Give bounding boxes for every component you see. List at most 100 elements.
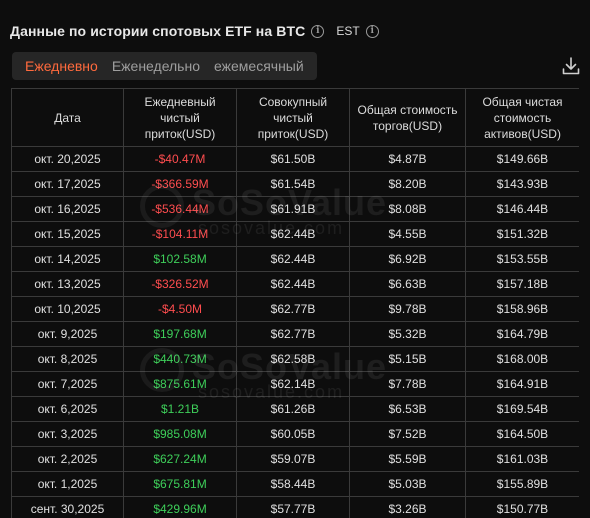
total-value-traded-cell: $5.03B xyxy=(349,471,466,497)
date-cell: окт. 3,2025 xyxy=(11,421,124,447)
cumulative-net-inflow-cell: $59.07B xyxy=(236,446,350,472)
info-icon[interactable]: i xyxy=(311,24,325,38)
table-row[interactable]: сент. 30,2025 $429.96M $57.77B $3.26B $150.7… xyxy=(11,496,579,518)
date-cell: окт. 6,2025 xyxy=(11,396,124,422)
cumulative-net-inflow-cell: $61.50B xyxy=(236,146,350,172)
total-value-traded-cell: $7.52B xyxy=(349,421,466,447)
total-net-assets-cell: $161.03B xyxy=(465,446,579,472)
total-net-assets-cell: $149.66B xyxy=(465,146,579,172)
etf-history-table: Дата Ежедневный чистый приток(USD) Совок… xyxy=(11,88,579,518)
total-net-assets-cell: $169.54B xyxy=(465,396,579,422)
cumulative-net-inflow-cell: $61.54B xyxy=(236,171,350,197)
table-row[interactable]: окт. 2,2025 $627.24M $59.07B $5.59B $161.03B xyxy=(11,446,579,472)
column-header-date[interactable]: Дата xyxy=(11,88,124,147)
table-row[interactable]: окт. 1,2025 $675.81M $58.44B $5.03B $155.89B xyxy=(11,471,579,497)
daily-net-inflow-cell: -$104.11M xyxy=(123,221,237,247)
daily-net-inflow-cell: $875.61M xyxy=(123,371,237,397)
cumulative-net-inflow-cell: $62.77B xyxy=(236,296,350,322)
total-value-traded-cell: $5.32B xyxy=(349,321,466,347)
date-cell: окт. 15,2025 xyxy=(11,221,124,247)
column-header-total-net-assets[interactable]: Общая чистая стоимость активов(USD) xyxy=(465,88,579,147)
tab-monthly[interactable]: ежемесячный xyxy=(214,58,304,74)
column-header-total-value-traded[interactable]: Общая стоимость торгов(USD) xyxy=(349,88,466,147)
total-value-traded-cell: $3.26B xyxy=(349,496,466,518)
daily-net-inflow-cell: $985.08M xyxy=(123,421,237,447)
date-cell: окт. 2,2025 xyxy=(11,446,124,472)
date-cell: окт. 9,2025 xyxy=(11,321,124,347)
daily-net-inflow-cell: -$40.47M xyxy=(123,146,237,172)
cumulative-net-inflow-cell: $62.44B xyxy=(236,271,350,297)
panel-header: Данные по истории спотовых ETF на BTC i … xyxy=(10,20,379,42)
column-header-daily-net-inflow[interactable]: Ежедневный чистый приток(USD) xyxy=(123,88,237,147)
table-header-row: Дата Ежедневный чистый приток(USD) Совок… xyxy=(11,88,579,147)
cumulative-net-inflow-cell: $61.26B xyxy=(236,396,350,422)
column-header-cumulative-net-inflow[interactable]: Совокупный чистый приток(USD) xyxy=(236,88,350,147)
table-row[interactable]: окт. 15,2025 -$104.11M $62.44B $4.55B $151.3… xyxy=(11,221,579,247)
timezone-info-icon[interactable]: i xyxy=(365,24,379,38)
cumulative-net-inflow-cell: $62.44B xyxy=(236,221,350,247)
total-value-traded-cell: $8.08B xyxy=(349,196,466,222)
total-net-assets-cell: $164.79B xyxy=(465,321,579,347)
daily-net-inflow-cell: $429.96M xyxy=(123,496,237,518)
total-net-assets-cell: $168.00B xyxy=(465,346,579,372)
date-cell: сент. 30,2025 xyxy=(11,496,124,518)
total-net-assets-cell: $158.96B xyxy=(465,296,579,322)
daily-net-inflow-cell: $627.24M xyxy=(123,446,237,472)
table-row[interactable]: окт. 20,2025 -$40.47M $61.50B $4.87B $149.66… xyxy=(11,146,579,172)
total-value-traded-cell: $7.78B xyxy=(349,371,466,397)
table-row[interactable]: окт. 10,2025 -$4.50M $62.77B $9.78B $158.96B xyxy=(11,296,579,322)
date-cell: окт. 16,2025 xyxy=(11,196,124,222)
cumulative-net-inflow-cell: $62.44B xyxy=(236,246,350,272)
total-value-traded-cell: $4.87B xyxy=(349,146,466,172)
total-value-traded-cell: $5.15B xyxy=(349,346,466,372)
total-value-traded-cell: $4.55B xyxy=(349,221,466,247)
total-net-assets-cell: $157.18B xyxy=(465,271,579,297)
table-row[interactable]: окт. 6,2025 $1.21B $61.26B $6.53B $169.54B xyxy=(11,396,579,422)
date-cell: окт. 8,2025 xyxy=(11,346,124,372)
total-net-assets-cell: $153.55B xyxy=(465,246,579,272)
daily-net-inflow-cell: $440.73M xyxy=(123,346,237,372)
total-value-traded-cell: $6.92B xyxy=(349,246,466,272)
cumulative-net-inflow-cell: $62.14B xyxy=(236,371,350,397)
total-net-assets-cell: $150.77B xyxy=(465,496,579,518)
table-row[interactable]: окт. 17,2025 -$366.59M $61.54B $8.20B $143.9… xyxy=(11,171,579,197)
date-cell: окт. 7,2025 xyxy=(11,371,124,397)
table-row[interactable]: окт. 7,2025 $875.61M $62.14B $7.78B $164.91B xyxy=(11,371,579,397)
total-value-traded-cell: $6.63B xyxy=(349,271,466,297)
date-cell: окт. 20,2025 xyxy=(11,146,124,172)
date-cell: окт. 17,2025 xyxy=(11,171,124,197)
daily-net-inflow-cell: $197.68M xyxy=(123,321,237,347)
cumulative-net-inflow-cell: $60.05B xyxy=(236,421,350,447)
table-row[interactable]: окт. 3,2025 $985.08M $60.05B $7.52B $164.50B xyxy=(11,421,579,447)
table-row[interactable]: окт. 13,2025 -$326.52M $62.44B $6.63B $157.1… xyxy=(11,271,579,297)
total-net-assets-cell: $143.93B xyxy=(465,171,579,197)
total-net-assets-cell: $155.89B xyxy=(465,471,579,497)
total-net-assets-cell: $146.44B xyxy=(465,196,579,222)
total-value-traded-cell: $8.20B xyxy=(349,171,466,197)
total-net-assets-cell: $164.50B xyxy=(465,421,579,447)
table-row[interactable]: окт. 16,2025 -$536.44M $61.91B $8.08B $146.4… xyxy=(11,196,579,222)
cumulative-net-inflow-cell: $61.91B xyxy=(236,196,350,222)
daily-net-inflow-cell: -$366.59M xyxy=(123,171,237,197)
download-icon[interactable] xyxy=(561,56,581,76)
timezone-label: EST xyxy=(336,24,360,38)
daily-net-inflow-cell: $1.21B xyxy=(123,396,237,422)
cumulative-net-inflow-cell: $57.77B xyxy=(236,496,350,518)
table-row[interactable]: окт. 9,2025 $197.68M $62.77B $5.32B $164.79B xyxy=(11,321,579,347)
total-value-traded-cell: $5.59B xyxy=(349,446,466,472)
table-row[interactable]: окт. 14,2025 $102.58M $62.44B $6.92B $153.55… xyxy=(11,246,579,272)
total-value-traded-cell: $6.53B xyxy=(349,396,466,422)
daily-net-inflow-cell: -$326.52M xyxy=(123,271,237,297)
tab-weekly[interactable]: Еженедельно xyxy=(111,58,200,74)
period-tabs: Ежедневно Еженедельно ежемесячный xyxy=(12,52,317,80)
total-net-assets-cell: $164.91B xyxy=(465,371,579,397)
table-row[interactable]: окт. 8,2025 $440.73M $62.58B $5.15B $168.00B xyxy=(11,346,579,372)
page-title: Данные по истории спотовых ETF на BTC xyxy=(10,23,306,39)
tab-daily[interactable]: Ежедневно xyxy=(25,58,98,74)
date-cell: окт. 13,2025 xyxy=(11,271,124,297)
daily-net-inflow-cell: $675.81M xyxy=(123,471,237,497)
date-cell: окт. 1,2025 xyxy=(11,471,124,497)
date-cell: окт. 14,2025 xyxy=(11,246,124,272)
cumulative-net-inflow-cell: $58.44B xyxy=(236,471,350,497)
